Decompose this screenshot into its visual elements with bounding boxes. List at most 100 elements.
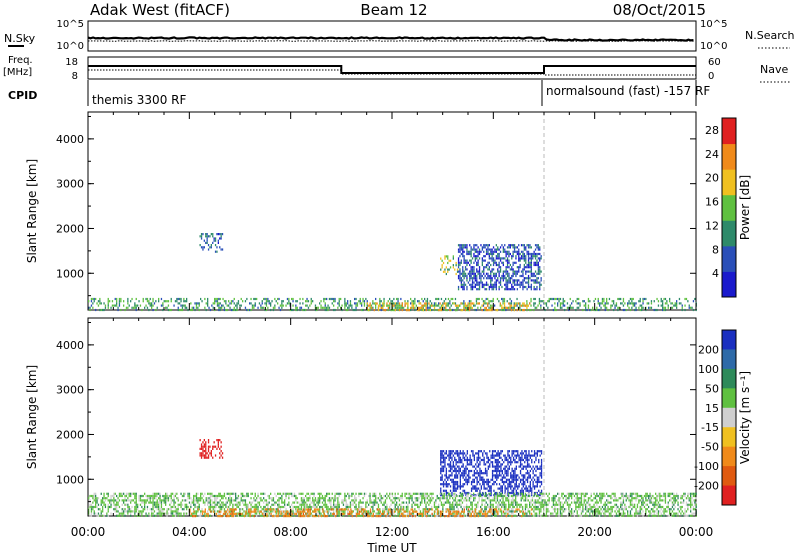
echo-cell	[188, 494, 191, 498]
echo-cell	[263, 508, 265, 511]
echo-cell	[454, 268, 456, 271]
echo-cell	[206, 237, 208, 240]
echo-cell	[505, 487, 508, 490]
echo-cell	[512, 458, 515, 462]
echo-cell	[433, 304, 436, 307]
echo-cell	[263, 501, 265, 504]
echo-cells	[88, 233, 697, 312]
echo-cell	[424, 308, 426, 312]
echo-cell	[398, 499, 401, 502]
echo-cell	[488, 499, 490, 502]
echo-cell	[190, 505, 192, 509]
echo-cell	[369, 306, 371, 309]
echo-cell	[452, 503, 454, 506]
echo-cell	[525, 246, 527, 249]
echo-cell	[476, 281, 478, 284]
echo-cell	[597, 308, 599, 312]
echo-cell	[405, 510, 408, 513]
echo-cell	[438, 505, 440, 509]
echo-cell	[341, 308, 343, 312]
echo-cell	[111, 499, 114, 502]
echo-cell	[478, 288, 481, 291]
echo-cell	[250, 505, 252, 509]
echo-cell	[498, 494, 500, 498]
echo-cell	[485, 494, 487, 498]
echo-cell	[441, 452, 443, 455]
echo-cell	[310, 300, 312, 303]
echo-cell	[468, 478, 470, 481]
echo-cell	[389, 302, 391, 305]
echo-cell	[456, 465, 459, 468]
echo-cell	[473, 268, 475, 271]
echo-cell	[120, 297, 122, 301]
echo-cell	[441, 469, 443, 473]
echo-cell	[509, 244, 511, 247]
echo-cell	[370, 306, 373, 309]
echo-cell	[521, 454, 523, 457]
echo-cell	[139, 503, 142, 506]
echo-cell	[326, 505, 328, 509]
echo-cell	[490, 478, 492, 481]
echo-cell	[479, 474, 481, 477]
echo-cell	[496, 474, 498, 477]
echo-cell	[500, 450, 502, 453]
echo-cell	[529, 456, 531, 459]
echo-cell	[254, 494, 256, 498]
echo-cell	[530, 285, 532, 289]
echo-cell	[449, 497, 451, 500]
echo-cell	[469, 476, 471, 479]
echo-cell	[456, 304, 458, 307]
echo-cell	[355, 492, 357, 495]
echo-cell	[462, 489, 464, 492]
echo-cell	[533, 461, 536, 464]
echo-cell	[487, 489, 489, 492]
echo-cell	[242, 492, 244, 495]
echo-cell	[485, 302, 487, 305]
echo-cell	[557, 499, 559, 502]
echo-cell	[463, 492, 465, 495]
echo-cell	[526, 306, 528, 309]
echo-cell	[641, 306, 643, 309]
freq-label: Freq.	[8, 55, 33, 66]
echo-cell	[476, 270, 478, 273]
echo-cell	[529, 483, 531, 486]
echo-cell	[160, 501, 163, 504]
echo-cell	[534, 503, 536, 506]
echo-cell	[90, 494, 93, 498]
echo-cell	[340, 514, 342, 517]
echo-cell	[299, 308, 301, 312]
echo-cell	[153, 514, 156, 517]
echo-cell	[495, 501, 497, 504]
echo-cell	[499, 283, 502, 286]
echo-cell	[418, 508, 420, 511]
echo-cell	[463, 512, 465, 515]
echo-cell	[195, 514, 198, 517]
echo-cell	[305, 300, 307, 303]
echo-cell	[506, 246, 509, 249]
echo-cell	[415, 499, 417, 502]
echo-cell	[463, 272, 465, 275]
echo-cell	[158, 297, 160, 301]
echo-cell	[107, 510, 109, 513]
echo-cell	[139, 497, 142, 500]
echo-cell	[444, 257, 446, 260]
echo-cell	[515, 257, 517, 260]
echo-cell	[459, 263, 461, 267]
echo-cell	[447, 463, 449, 466]
echo-cell	[139, 304, 142, 307]
echo-cell	[99, 514, 101, 517]
echo-cell	[643, 297, 646, 301]
echo-cell	[142, 508, 144, 511]
echo-cell	[95, 512, 97, 515]
echo-cell	[454, 456, 456, 459]
echo-cell	[320, 300, 322, 303]
echo-cell	[468, 300, 471, 303]
echo-cell	[152, 499, 154, 502]
echo-cell	[305, 503, 307, 506]
echo-cell	[435, 297, 437, 301]
echo-cell	[382, 306, 384, 309]
echo-cell	[118, 512, 121, 515]
echo-cell	[180, 503, 182, 506]
echo-cell	[331, 497, 333, 500]
echo-cell	[411, 499, 413, 502]
